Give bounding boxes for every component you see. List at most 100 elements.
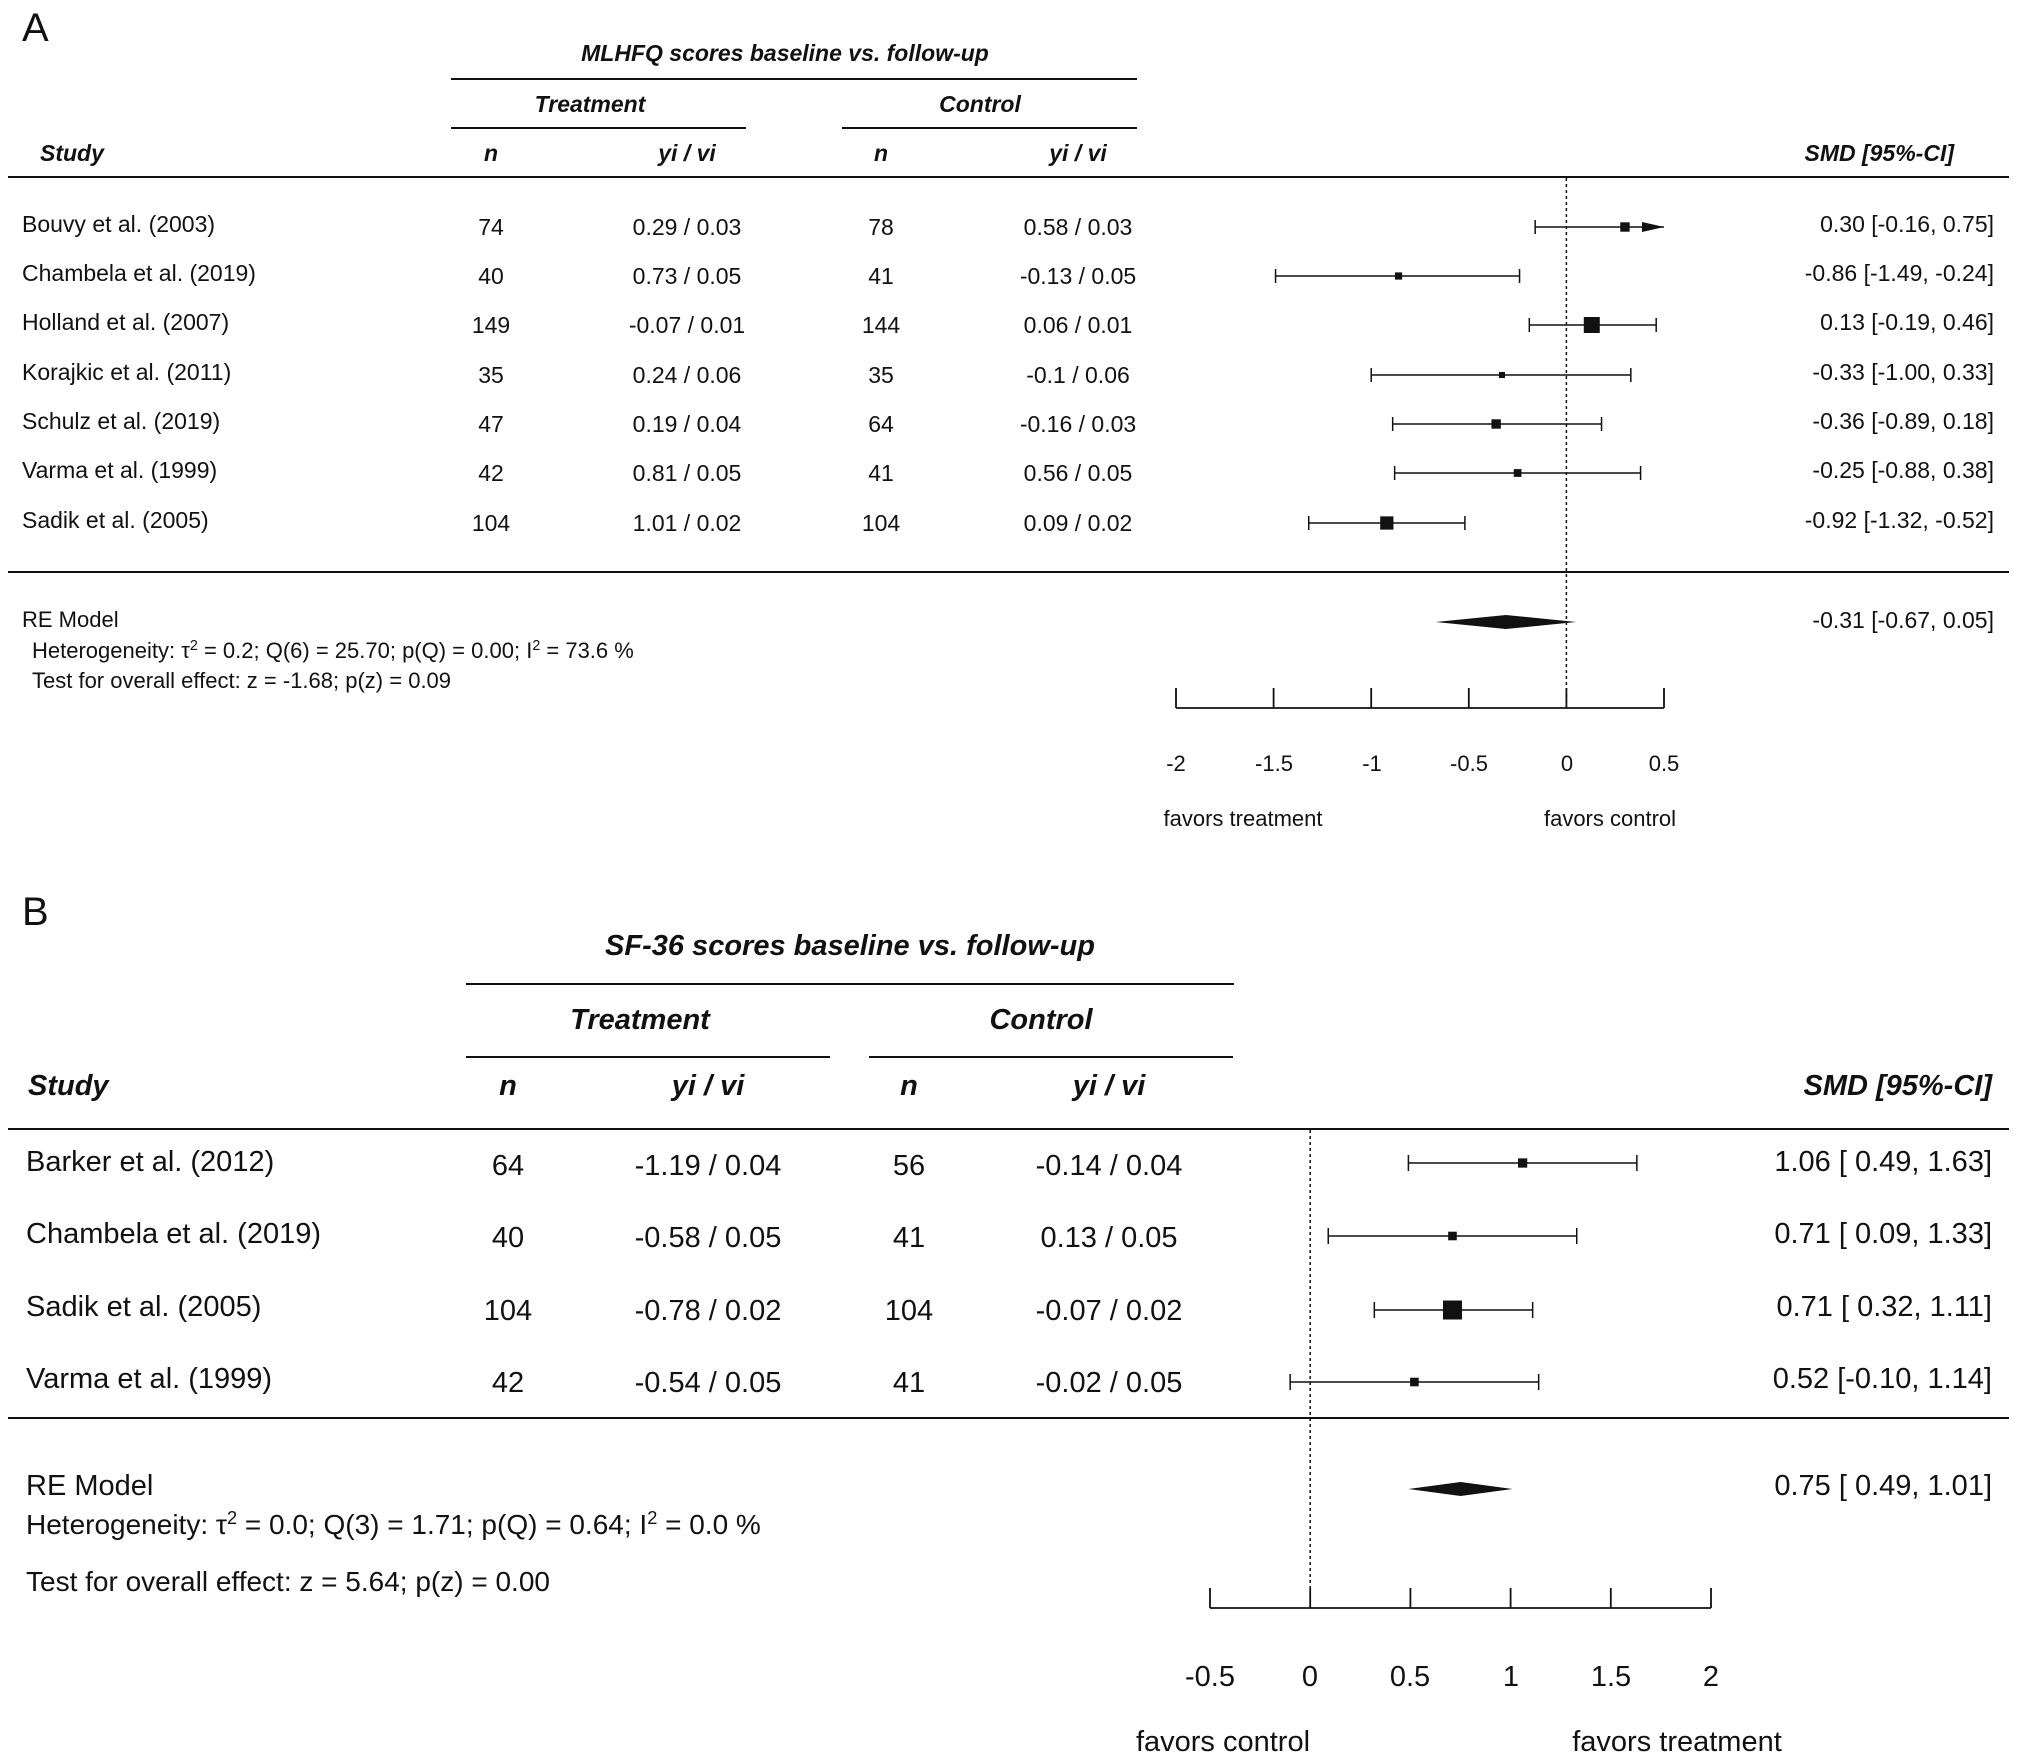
treatment-n: 42 [491,1367,525,1399]
column-header-control-n: n [900,1070,918,1102]
treatment-underline [451,127,746,129]
x-tick-label: -2 [1166,751,1186,776]
column-header-treatment-yi-vi: yi / vi [671,1070,745,1102]
header-rule [8,176,2009,178]
overall-effect-text: Test for overall effect: z = -1.68; p(z)… [32,668,452,693]
point-estimate [1410,1377,1419,1387]
point-estimate [1448,1231,1457,1241]
treatment-yi-vi: 0.81 / 0.05 [632,460,742,486]
study-name: Varma et al. (1999) [22,457,218,483]
smd-value: -0.33 [-1.00, 0.33] [1812,359,1994,385]
point-estimate [1498,371,1506,379]
summary-smd-value: -0.31 [-0.67, 0.05] [1812,607,1994,633]
control-yi-vi: -0.07 / 0.02 [1035,1295,1183,1327]
summary-rule [8,1417,2009,1419]
treatment-n: 35 [478,362,504,388]
control-yi-vi: 0.56 / 0.05 [1023,460,1133,486]
summary-smd-value: 0.75 [ 0.49, 1.01] [1774,1470,1992,1502]
smd-value: -0.25 [-0.88, 0.38] [1812,457,1994,483]
x-tick-label: 0 [1301,1661,1319,1693]
treatment-yi-vi: 0.29 / 0.03 [632,214,742,240]
study-name: Bouvy et al. (2003) [22,211,216,237]
panel-label: A [22,6,49,50]
control-n: 41 [892,1367,926,1399]
control-n: 104 [861,510,901,536]
study-name: Sadik et al. (2005) [22,507,209,533]
study-name: Barker et al. (2012) [26,1146,275,1178]
group-label-treatment: Treatment [534,91,646,117]
treatment-yi-vi: 1.01 / 0.02 [632,510,742,536]
smd-value: 0.30 [-0.16, 0.75] [1820,211,1994,237]
smd-value: 0.71 [ 0.09, 1.33] [1774,1218,1992,1250]
treatment-n: 64 [491,1150,525,1182]
chart-title: MLHFQ scores baseline vs. follow-up [581,40,989,66]
treatment-n: 74 [478,214,504,240]
treatment-yi-vi: -0.07 / 0.01 [628,312,746,338]
control-yi-vi: 0.09 / 0.02 [1023,510,1133,536]
group-label-treatment: Treatment [570,1004,710,1036]
point-estimate [1394,272,1403,280]
x-tick-label: 0.5 [1389,1661,1431,1693]
study-name: Chambela et al. (2019) [22,260,256,286]
smd-value: 0.52 [-0.10, 1.14] [1772,1363,1992,1395]
treatment-n: 149 [471,312,511,338]
column-header-study: Study [40,140,104,166]
treatment-underline [466,1056,830,1058]
column-header-treatment-n: n [499,1070,517,1102]
control-n: 41 [892,1222,926,1254]
control-n: 104 [884,1295,934,1327]
treatment-yi-vi: -0.78 / 0.02 [634,1295,782,1327]
x-tick-label: -1.5 [1255,751,1293,776]
x-tick-label: 0.5 [1648,751,1680,776]
header-rule [8,1128,2009,1130]
column-header-treatment-yi-vi: yi / vi [658,140,716,166]
group-label-control: Control [989,1004,1093,1036]
x-tick-label: -1 [1362,751,1382,776]
title-underline [451,78,1137,80]
study-name: Varma et al. (1999) [26,1363,273,1395]
study-name: Korajkic et al. (2011) [22,359,232,385]
x-tick-label: -0.5 [1185,1661,1235,1693]
column-header-control-n: n [873,140,889,166]
heterogeneity-text: Heterogeneity: τ2 = 0.2; Q(6) = 25.70; p… [32,638,634,663]
point-estimate [1380,516,1394,530]
x-tick-label: 1.5 [1590,1661,1632,1693]
x-tick-label: 2 [1702,1661,1720,1693]
x-tick-label: 1 [1502,1661,1520,1693]
forest-plot-panel-b: B SF-36 scores baseline vs. follow-up Tr… [0,880,2017,1758]
summary-label: RE Model [26,1470,154,1502]
smd-value: 0.13 [-0.19, 0.46] [1820,309,1994,335]
point-estimate [1513,469,1522,477]
ci-arrow [1642,222,1664,232]
control-yi-vi: -0.1 / 0.06 [1026,362,1130,388]
treatment-n: 40 [478,263,504,289]
treatment-yi-vi: -1.19 / 0.04 [634,1150,782,1182]
summary-rule [8,571,2009,573]
forest-plot-panel-a: A MLHFQ scores baseline vs. follow-up Tr… [8,6,2009,831]
x-tick-label: -0.5 [1450,751,1488,776]
control-n: 41 [868,460,894,486]
point-estimate [1620,222,1630,232]
favors-right-label: favors control [1543,806,1677,831]
treatment-n: 104 [471,510,511,536]
column-header-smd: SMD [95%-CI] [1803,1070,1992,1102]
smd-value: 0.71 [ 0.32, 1.11] [1776,1291,1992,1323]
point-estimate [1583,317,1600,333]
control-underline [869,1056,1233,1058]
smd-value: -0.86 [-1.49, -0.24] [1804,260,1994,286]
column-header-smd: SMD [95%-CI] [1804,140,1954,166]
treatment-yi-vi: 0.24 / 0.06 [632,362,742,388]
group-label-control: Control [939,91,1021,117]
treatment-n: 42 [478,460,504,486]
forest-plot-graphic [1175,178,1665,709]
summary-diamond [1408,1482,1513,1496]
favors-left-label: favors control [1135,1726,1311,1758]
treatment-yi-vi: -0.54 / 0.05 [634,1367,782,1399]
treatment-yi-vi: 0.19 / 0.04 [632,411,742,437]
treatment-n: 104 [483,1295,533,1327]
control-n: 64 [868,411,894,437]
study-name: Schulz et al. (2019) [22,408,221,434]
smd-value: -0.36 [-0.89, 0.18] [1812,408,1994,434]
summary-label: RE Model [22,607,119,632]
column-header-control-yi-vi: yi / vi [1072,1070,1146,1102]
